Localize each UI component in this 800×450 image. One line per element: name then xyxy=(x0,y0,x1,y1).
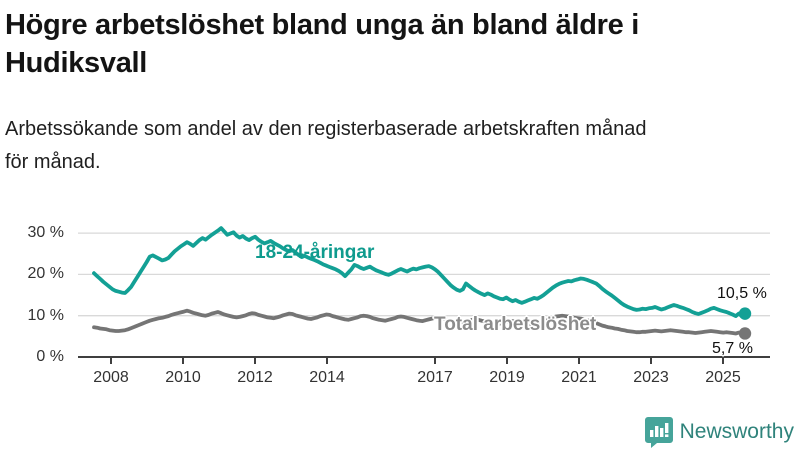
y-axis-label: 30 % xyxy=(27,224,64,242)
end-value-youth: 10,5 % xyxy=(717,285,767,302)
brand-name: Newsworthy xyxy=(679,420,794,443)
x-axis-label: 2017 xyxy=(417,369,453,386)
series-label-total: Total arbetslöshet xyxy=(434,314,597,335)
chart-title: Högre arbetslöshet bland unga än bland ä… xyxy=(5,9,639,79)
x-axis-label: 2010 xyxy=(165,369,201,386)
x-axis-label: 2023 xyxy=(633,369,669,386)
x-axis-label: 2008 xyxy=(93,369,129,386)
x-axis-label: 2019 xyxy=(489,369,525,386)
y-axis-label: 0 % xyxy=(36,348,64,365)
series-label-youth: 18-24-åringar xyxy=(255,242,375,263)
newsworthy-logo: Newsworthy xyxy=(644,416,794,448)
x-axis-label: 2012 xyxy=(237,369,273,386)
y-axis-label: 10 % xyxy=(27,306,64,324)
y-axis-label: 20 % xyxy=(27,265,64,283)
chart-subtitle: Arbetssökande som andel av den registerb… xyxy=(5,118,647,173)
bar-chart-speech-bubble-icon xyxy=(644,417,673,448)
end-value-total: 5,7 % xyxy=(712,340,753,357)
x-axis-label: 2021 xyxy=(561,369,597,386)
x-axis-label: 2025 xyxy=(705,369,741,386)
x-axis-label: 2014 xyxy=(309,369,345,386)
